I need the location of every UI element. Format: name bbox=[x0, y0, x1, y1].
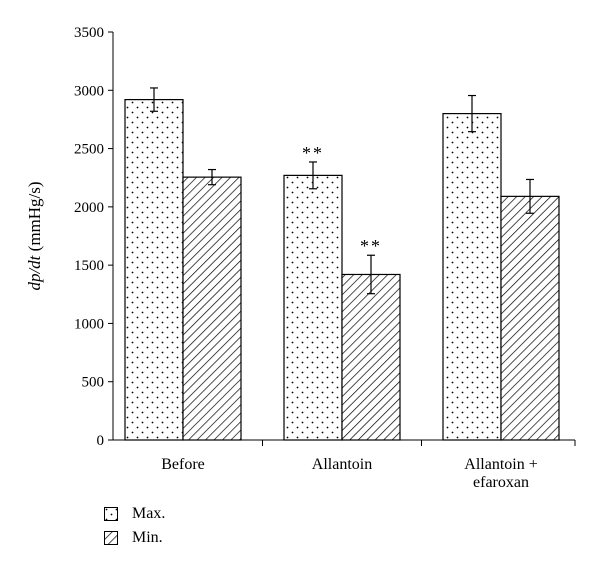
y-tick-label: 1000 bbox=[74, 316, 104, 332]
bar-min-2 bbox=[500, 195, 560, 441]
legend-swatch-hatch bbox=[104, 531, 118, 545]
bar-max-0 bbox=[124, 99, 184, 441]
legend-label-max: Max. bbox=[132, 505, 166, 522]
bar-min-1 bbox=[341, 273, 401, 441]
y-axis-label: dp/dt (mmHg/s) bbox=[25, 181, 44, 290]
bar-max-2 bbox=[442, 112, 502, 441]
y-tick-label: 0 bbox=[97, 433, 105, 449]
x-tick-label: Allantoin + bbox=[464, 456, 537, 473]
bar-chart: 0 500 1000 1500 2000 2500 3000 3500 dp/dt (mmHg/… bbox=[25, 25, 576, 491]
x-tick-label: Allantoin bbox=[312, 456, 372, 473]
y-tick-label: 500 bbox=[82, 375, 105, 391]
legend: Max. Min. bbox=[104, 503, 165, 551]
significance-marker: ** bbox=[360, 236, 382, 256]
significance-marker: ** bbox=[302, 143, 324, 163]
y-tick-label: 2000 bbox=[74, 200, 104, 216]
legend-label-min: Min. bbox=[132, 529, 163, 546]
y-tick-label: 2500 bbox=[74, 142, 104, 158]
y-tick-label: 3000 bbox=[74, 83, 104, 99]
legend-swatch-dots bbox=[104, 507, 118, 521]
bar-max-1 bbox=[283, 174, 343, 441]
legend-item-min: Min. bbox=[104, 527, 165, 549]
y-tick-label: 1500 bbox=[74, 258, 104, 274]
x-tick-label: Before bbox=[161, 456, 205, 473]
bar-min-0 bbox=[182, 176, 242, 441]
legend-item-max: Max. bbox=[104, 503, 165, 525]
y-tick-label: 3500 bbox=[74, 25, 104, 41]
x-tick-label: efaroxan bbox=[473, 474, 529, 491]
